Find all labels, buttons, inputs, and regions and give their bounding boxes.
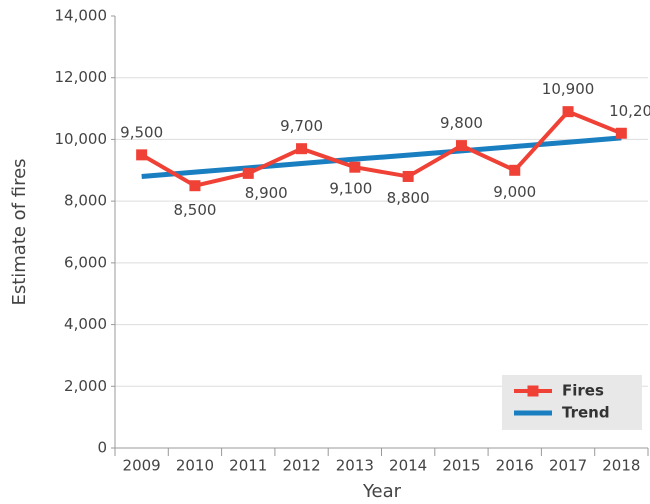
data-label: 8,900 — [245, 184, 288, 202]
data-label: 9,500 — [120, 123, 163, 141]
y-axis-label: Estimate of fires — [9, 158, 30, 305]
marker — [349, 161, 361, 173]
x-tick-label: 2018 — [602, 457, 640, 475]
x-tick-label: 2009 — [123, 457, 161, 475]
legend-box — [502, 375, 642, 430]
y-tick-label: 4,000 — [64, 315, 107, 333]
y-tick-label: 14,000 — [55, 7, 108, 25]
x-tick-label: 2016 — [496, 457, 534, 475]
x-tick-label: 2017 — [549, 457, 587, 475]
y-tick-label: 6,000 — [64, 253, 107, 271]
line-fires — [140, 109, 623, 188]
data-label: 9,100 — [329, 180, 372, 198]
x-tick-label: 2014 — [389, 457, 427, 475]
line-trend — [141, 135, 622, 179]
marker — [242, 167, 254, 179]
data-label: 8,800 — [387, 189, 430, 207]
data-label: 8,500 — [173, 201, 216, 219]
marker — [509, 164, 521, 176]
x-axis-label: Year — [362, 481, 402, 502]
marker — [136, 149, 148, 161]
y-tick-label: 10,000 — [55, 130, 108, 148]
marker — [562, 106, 574, 118]
marker — [402, 170, 414, 182]
x-tick-label: 2010 — [176, 457, 214, 475]
x-tick-label: 2013 — [336, 457, 374, 475]
y-tick-label: 2,000 — [64, 377, 107, 395]
y-tick-label: 8,000 — [64, 192, 107, 210]
legend-label: Fires — [562, 382, 604, 400]
marker — [615, 127, 627, 139]
marker — [296, 143, 308, 155]
legend-marker — [527, 385, 539, 397]
x-tick-label: 2012 — [282, 457, 320, 475]
data-label: 9,000 — [493, 183, 536, 201]
legend-label: Trend — [562, 404, 610, 422]
y-tick-label: 12,000 — [55, 68, 108, 86]
marker — [455, 140, 467, 152]
x-tick-label: 2015 — [442, 457, 480, 475]
data-label: 10,200 — [609, 102, 650, 120]
data-label: 9,800 — [440, 114, 483, 132]
marker — [189, 180, 201, 192]
data-label: 10,900 — [542, 80, 595, 98]
data-label: 9,700 — [280, 117, 323, 135]
x-tick-label: 2011 — [229, 457, 267, 475]
y-tick-label: 0 — [97, 439, 107, 457]
